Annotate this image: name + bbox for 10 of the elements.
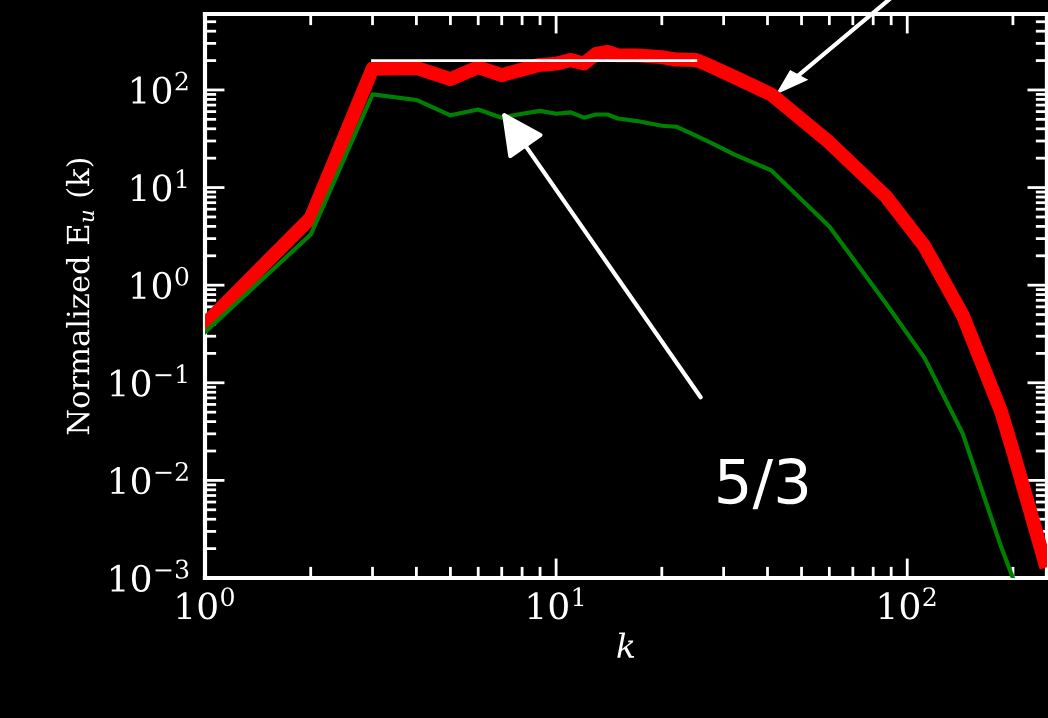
y-tick-label: 10$^{−1}$	[111, 364, 187, 397]
x-axis-title: k	[617, 632, 635, 658]
y-tick-label: 10$^{0}$	[131, 266, 189, 300]
x-tick-label: 10$^{2}$	[879, 587, 936, 620]
x-tick-label: 10$^{1}$	[528, 587, 584, 620]
y-tick-label: 10$^{1}$	[131, 169, 187, 202]
y-tick-label: 10$^{2}$	[131, 71, 188, 104]
y-axis-title: Normalized E$_{u}$ (k)	[65, 158, 95, 435]
y-tick-label: 10$^{−2}$	[111, 461, 188, 495]
annotation: 5/3	[718, 458, 808, 510]
